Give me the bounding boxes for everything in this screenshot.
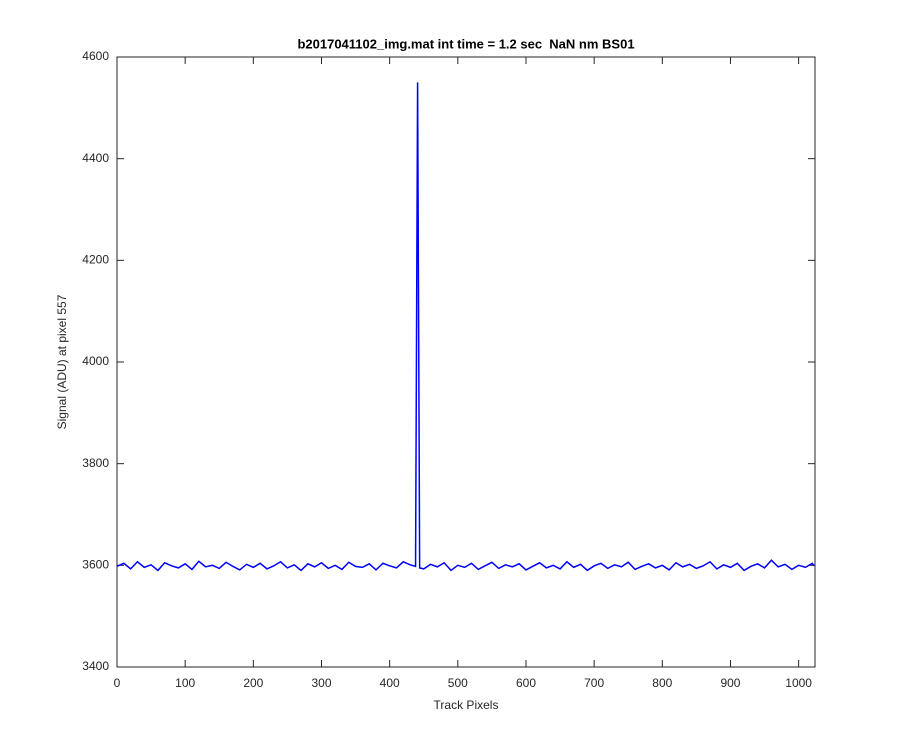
y-tick-label: 4200 — [82, 253, 109, 267]
x-tick-label: 900 — [720, 676, 740, 690]
x-axis-label: Track Pixels — [434, 698, 499, 712]
x-tick-label: 100 — [175, 676, 195, 690]
y-tick-label: 3600 — [82, 558, 109, 572]
x-tick-label: 1000 — [785, 676, 812, 690]
y-tick-label: 3800 — [82, 456, 109, 470]
chart-title: b2017041102_img.mat int time = 1.2 sec N… — [297, 36, 634, 51]
x-tick-label: 800 — [652, 676, 672, 690]
y-tick-label: 4000 — [82, 354, 109, 368]
y-axis-label: Signal (ADU) at pixel 557 — [55, 294, 69, 429]
x-tick-label: 700 — [584, 676, 604, 690]
x-tick-label: 400 — [380, 676, 400, 690]
y-tick-label: 3400 — [82, 659, 109, 673]
x-tick-label: 0 — [114, 676, 121, 690]
x-tick-label: 300 — [311, 676, 331, 690]
y-tick-label: 4400 — [82, 151, 109, 165]
x-tick-label: 200 — [243, 676, 263, 690]
y-tick-label: 4600 — [82, 49, 109, 63]
x-tick-label: 600 — [516, 676, 536, 690]
data-line — [116, 82, 815, 572]
x-tick-label: 500 — [448, 676, 468, 690]
